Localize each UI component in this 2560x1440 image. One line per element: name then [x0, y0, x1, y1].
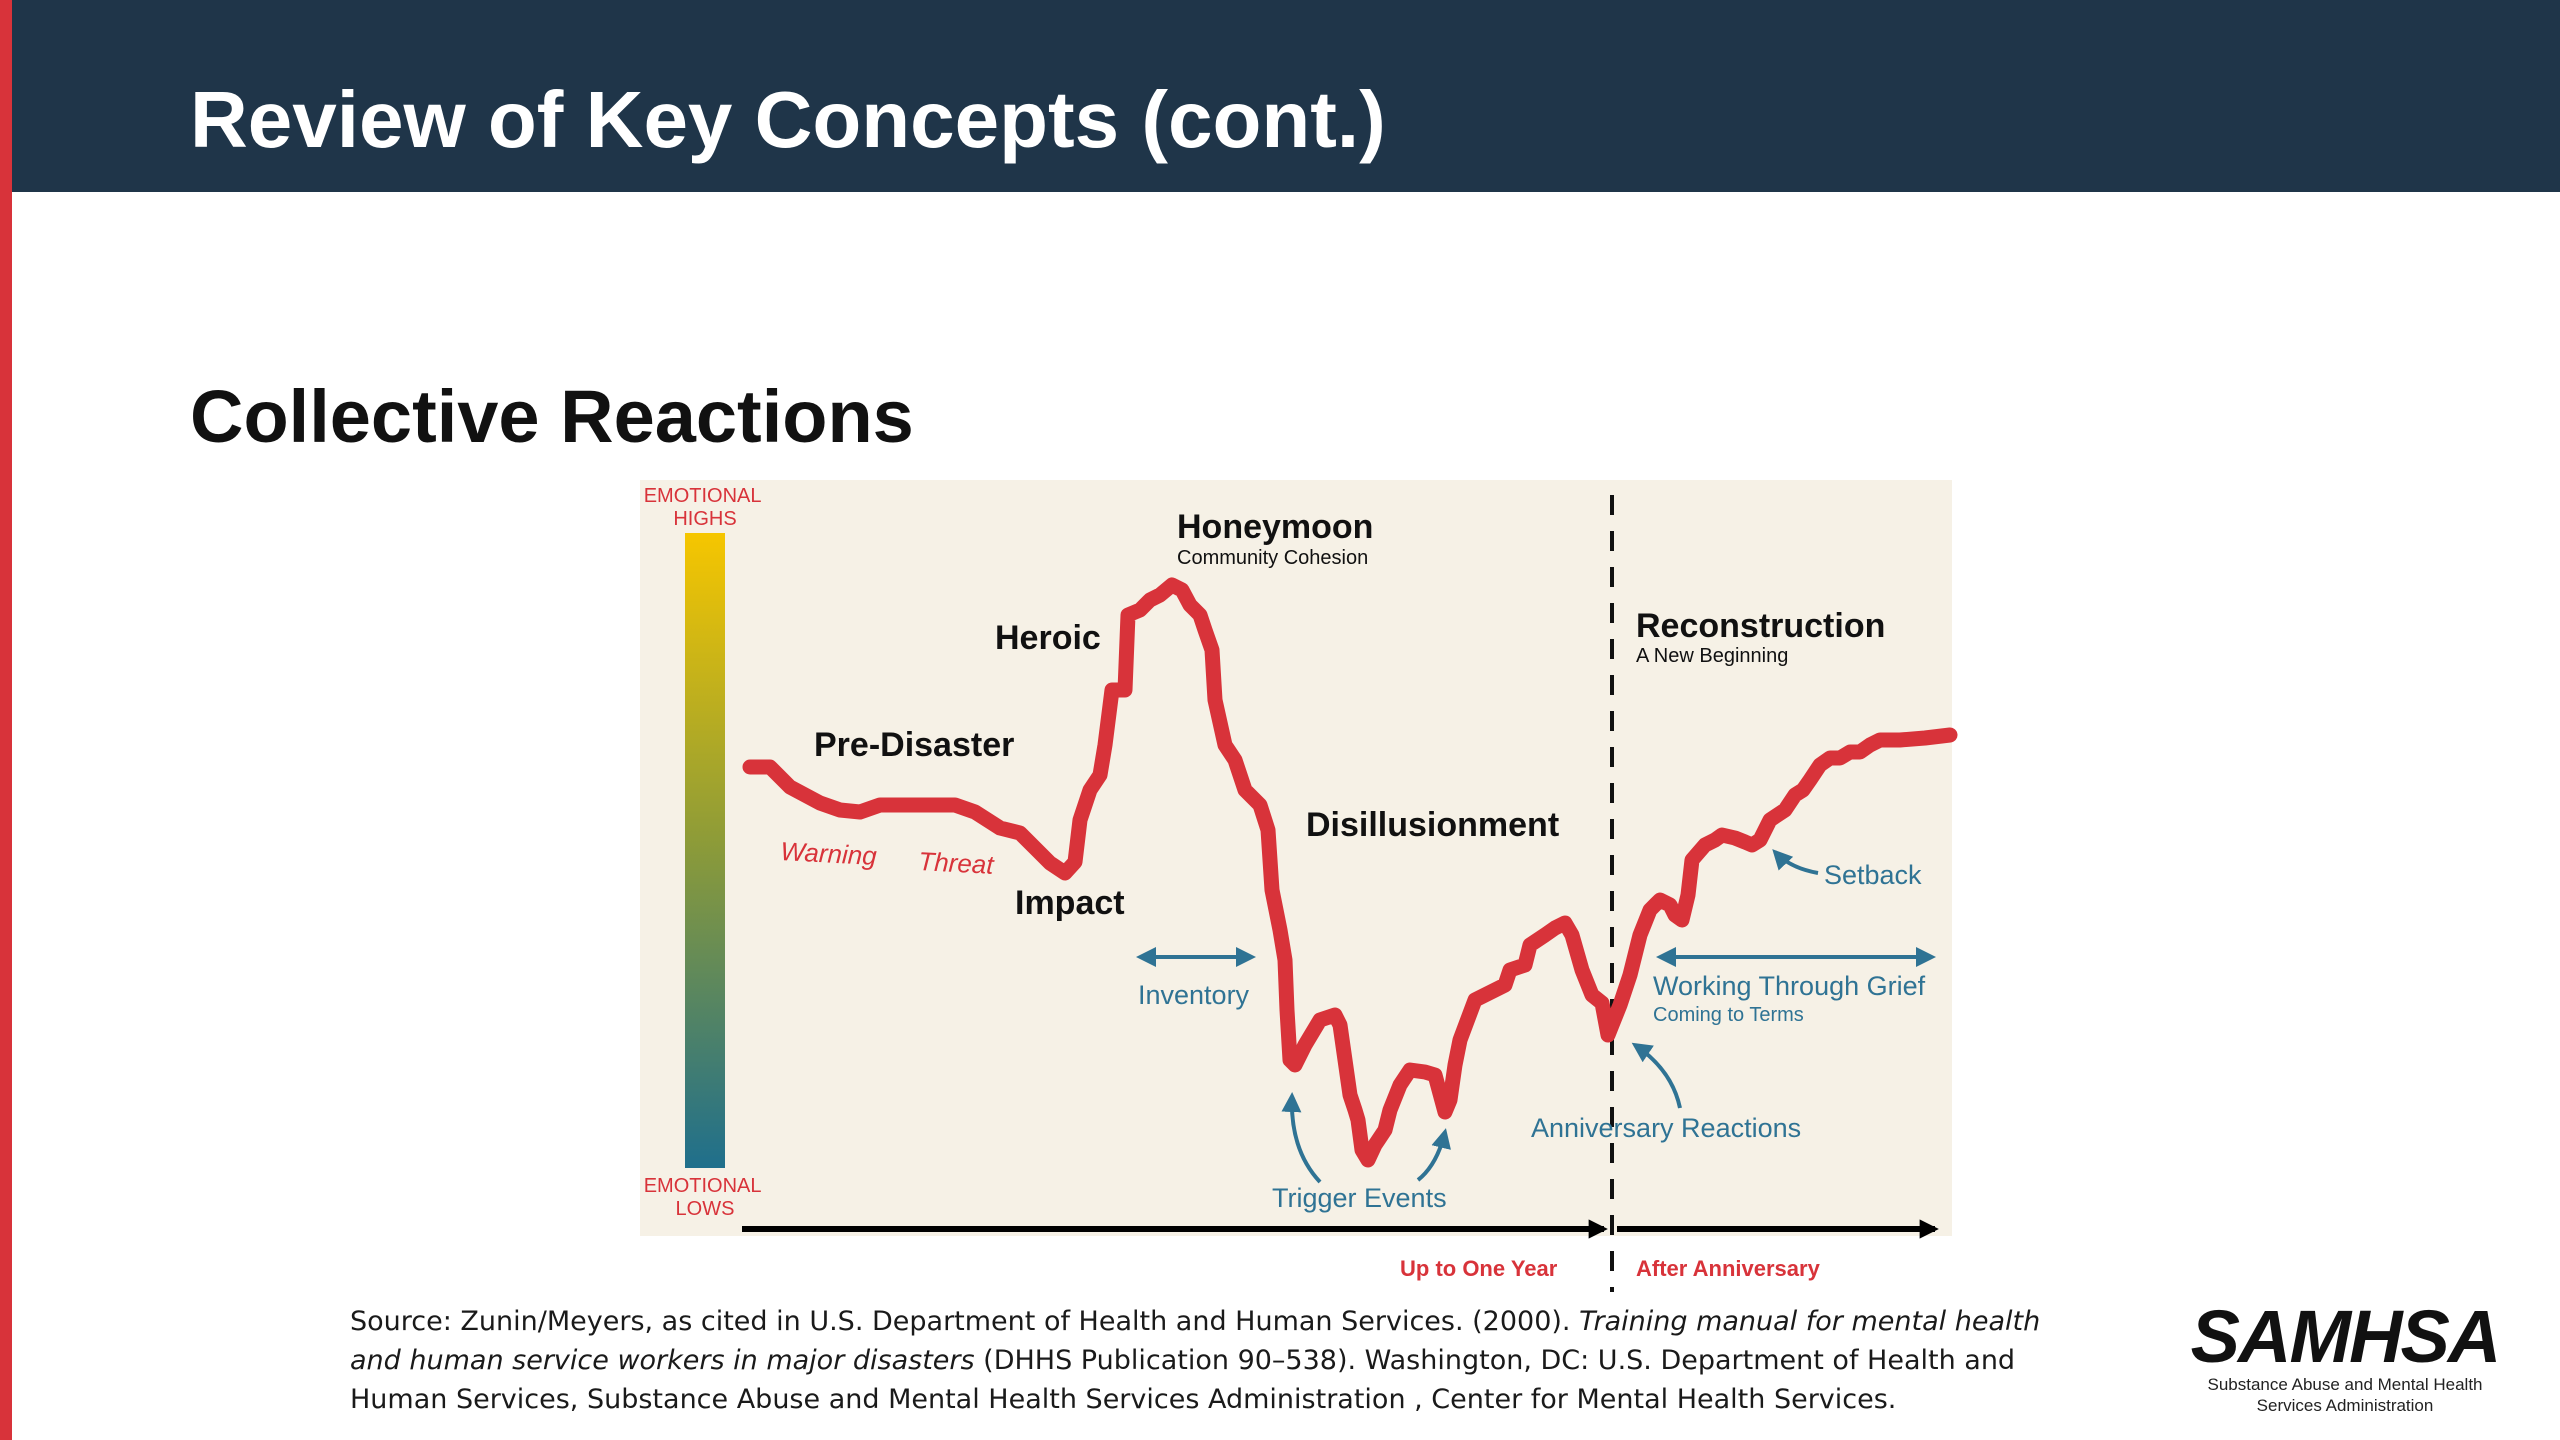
- label-after-anniversary: After Anniversary: [1636, 1256, 1821, 1281]
- source-suffix: (DHHS Publication 90–538). Washington, D…: [350, 1345, 2016, 1415]
- label-new-beginning: A New Beginning: [1636, 645, 1788, 667]
- source-citation: Source: Zunin/Meyers, as cited in U.S. D…: [350, 1302, 2070, 1419]
- label-pre-disaster: Pre-Disaster: [814, 726, 1014, 764]
- samhsa-logo: SAMHSA Substance Abuse and Mental Health…: [2180, 1300, 2510, 1416]
- label-heroic: Heroic: [995, 619, 1101, 657]
- label-threat: Threat: [918, 846, 996, 880]
- slide-title: Review of Key Concepts (cont.): [190, 75, 1386, 164]
- anniversary-arrow: [1631, 1042, 1682, 1109]
- label-impact: Impact: [1015, 884, 1125, 922]
- label-honeymoon: Honeymoon: [1177, 508, 1373, 546]
- trigger-arrow-left: [1281, 1092, 1322, 1184]
- source-prefix: Source: Zunin/Meyers, as cited in U.S. D…: [350, 1306, 1580, 1337]
- label-up-to-one-year: Up to One Year: [1400, 1256, 1558, 1281]
- label-anniversary-reactions: Anniversary Reactions: [1531, 1113, 1801, 1143]
- label-warning: Warning: [780, 836, 878, 871]
- trigger-arrow-right: [1416, 1128, 1451, 1182]
- samhsa-tagline-2: Services Administration: [2256, 1396, 2434, 1415]
- setback-arrow: [1772, 849, 1819, 875]
- emotional-highs-label: EMOTIONAL HIGHS: [644, 485, 767, 530]
- reaction-curve: [742, 577, 1958, 1168]
- label-working-through-grief: Working Through Grief: [1653, 971, 1926, 1001]
- emotional-lows-label: EMOTIONAL LOWS: [644, 1175, 767, 1220]
- label-reconstruction: Reconstruction: [1636, 607, 1885, 645]
- label-disillusionment: Disillusionment: [1306, 806, 1559, 844]
- samhsa-wordmark: SAMHSA: [2190, 1295, 2502, 1378]
- label-setback: Setback: [1824, 860, 1922, 890]
- label-inventory: Inventory: [1138, 980, 1250, 1010]
- label-community-cohesion: Community Cohesion: [1177, 547, 1368, 569]
- label-trigger-events: Trigger Events: [1272, 1183, 1447, 1213]
- title-bar: [12, 0, 2560, 192]
- label-coming-to-terms: Coming to Terms: [1653, 1004, 1804, 1026]
- source-title: Training manual for mental health and hu…: [350, 1306, 2041, 1376]
- left-accent-bar: [0, 0, 12, 1440]
- samhsa-tagline-1: Substance Abuse and Mental Health: [2207, 1375, 2483, 1394]
- slide-subtitle: Collective Reactions: [190, 375, 914, 458]
- emotional-scale-bar: [685, 533, 725, 1168]
